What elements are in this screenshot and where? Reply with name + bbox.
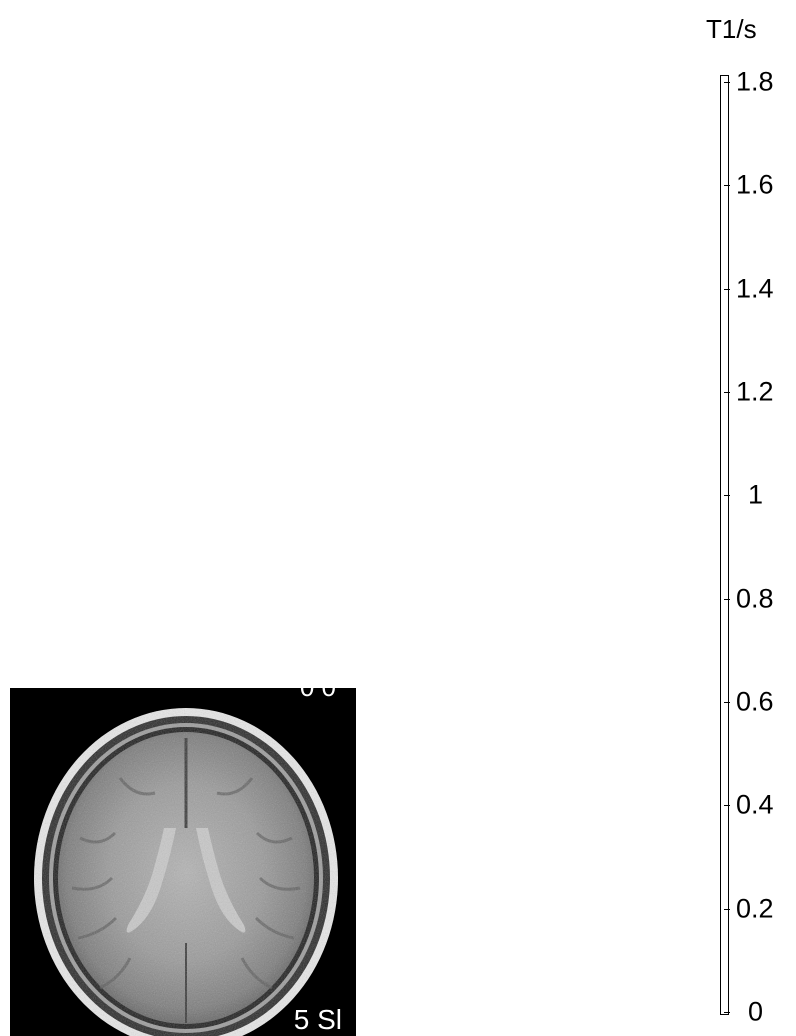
colorbar-tick-mark [724,908,730,910]
colorbar-tick-label: 0 [748,996,764,1027]
colorbar-tick-mark [724,495,730,497]
colorbar-tick-label: 1.8 [736,66,774,97]
colorbar-tick-label: 0.4 [736,789,774,820]
colorbar-tick-label: 0.2 [736,893,774,924]
colorbar-tick-label: 1 [748,479,764,510]
colorbar-tick-label: 1.6 [736,169,774,200]
colorbar-tick-label: 1.4 [736,273,774,304]
brain-axial-slice [34,708,338,1036]
colorbar-tick-mark [724,288,730,290]
colorbar-tick-label: 1.2 [736,376,774,407]
colorbar-tick-mark [724,185,730,187]
colorbar-tick-label: 0.8 [736,583,774,614]
colorbar-tick-label: 0.6 [736,686,774,717]
colorbar-tick-mark [724,82,730,83]
colorbar-tick-mark [724,598,730,600]
slice-label: 5 Sl [293,1004,342,1035]
colorbar-tick-mark [724,702,730,703]
colorbar-tick-mark [724,805,730,807]
colorbar-tick-mark [724,392,730,393]
colorbar-title: T1/s [706,14,757,44]
clipped-label: 0 0 [300,688,336,700]
colorbar [720,75,729,1015]
mri-slice-image: 0 0 5 Sl [10,688,356,1036]
colorbar-tick-mark [724,1012,730,1013]
